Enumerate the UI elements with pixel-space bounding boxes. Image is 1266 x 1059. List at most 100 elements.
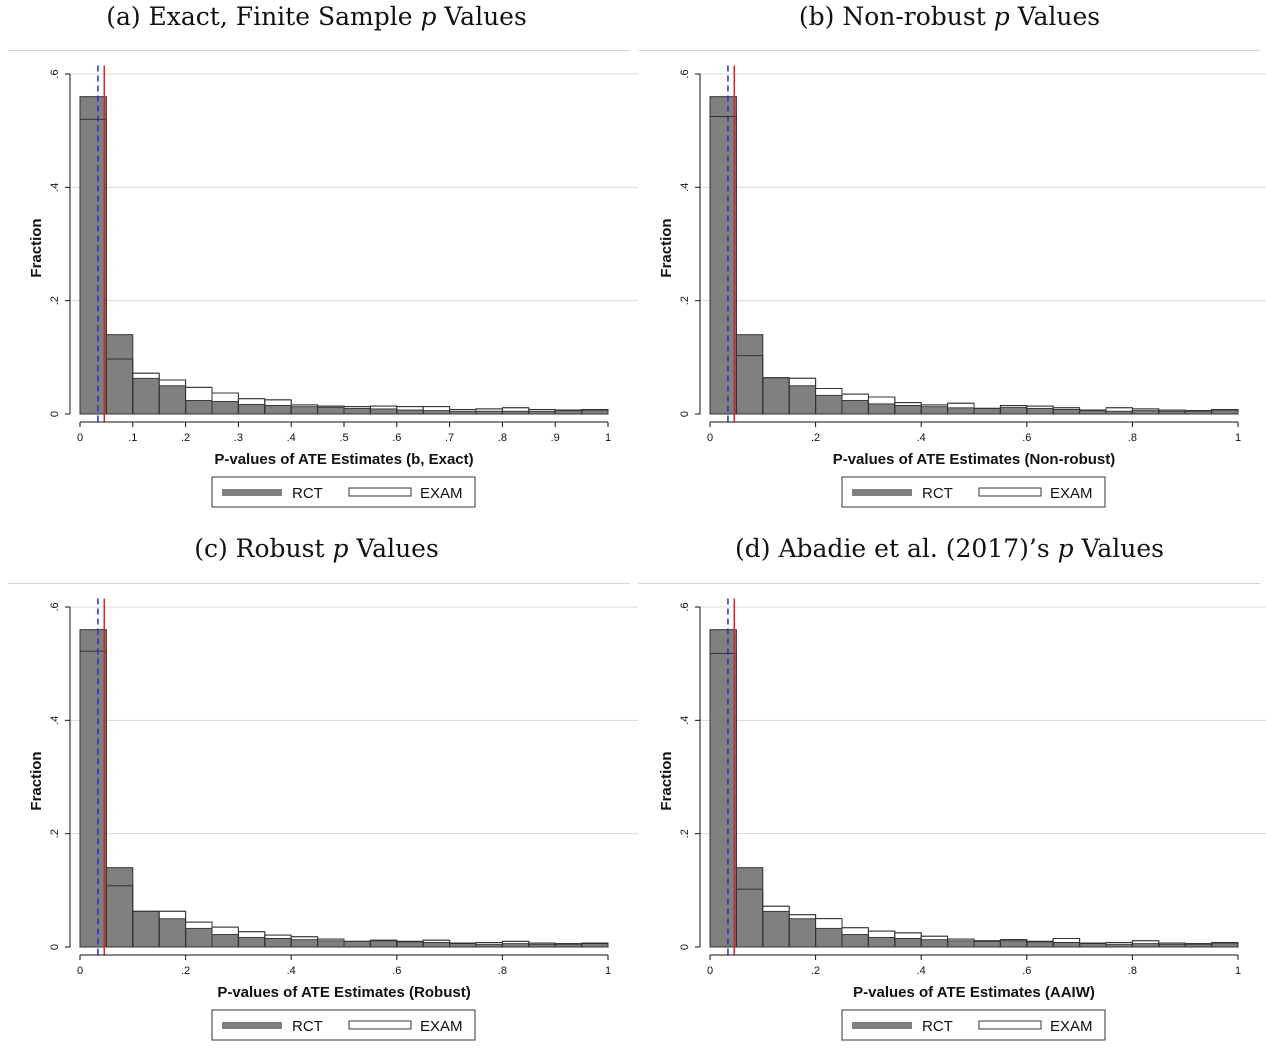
legend-swatch-rct [852, 489, 912, 496]
rct-bar [841, 399, 869, 415]
exam-bar-fill [948, 939, 974, 941]
exam-bar-fill [370, 406, 397, 409]
legend-label-exam: EXAM [420, 485, 463, 502]
exam-bar-fill [238, 932, 265, 937]
y-tick-label: .2 [679, 829, 691, 838]
rct-bar [396, 941, 424, 948]
x-tick-label: .4 [917, 965, 926, 977]
legend-label-rct: RCT [292, 485, 323, 502]
exam-bar [709, 116, 737, 415]
rct-bar [1026, 941, 1054, 948]
x-tick-label: 0 [77, 965, 83, 977]
exam-bar-fill [502, 408, 529, 411]
exam-bar-fill [1027, 406, 1053, 408]
rct-bar [1052, 941, 1081, 948]
exam-bar [79, 650, 107, 948]
exam-bar-fill [895, 403, 921, 405]
exam-bar-fill [1132, 409, 1159, 411]
legend-label-exam: EXAM [420, 1018, 463, 1035]
x-axis-label: P-values of ATE Estimates (AAIW) [853, 984, 1095, 1001]
exam-bar-fill [1106, 408, 1132, 411]
x-tick-label: .2 [181, 432, 190, 444]
x-tick-label: .8 [498, 432, 507, 444]
rct-bar [735, 334, 764, 415]
histogram-panel-b: 0 .2 .4 .6 0 .2 .4 .6 .8 1 P-values of ATE Estimat… [658, 65, 1266, 508]
exam-bar-fill [842, 394, 868, 400]
rct-bar [947, 940, 975, 948]
x-tick-label: .9 [551, 432, 560, 444]
rct-bar [841, 934, 869, 948]
panel-title-d: (d) Abadie et al. (2017)’s p Values [735, 534, 1164, 563]
y-tick-label: .4 [679, 183, 691, 192]
x-tick-label: 1 [1235, 432, 1241, 444]
rct-bar [894, 405, 922, 415]
rct-bar [317, 406, 345, 415]
panel-title-b: (b) Non-robust p Values [798, 2, 1101, 31]
y-tick-label: 0 [49, 944, 61, 950]
exam-bar-fill [450, 409, 476, 411]
x-tick-label: 1 [605, 965, 611, 977]
x-tick-label: 1 [605, 432, 611, 444]
exam-bar-fill [265, 935, 291, 938]
rct-bar [501, 943, 530, 948]
rct-bar [343, 407, 371, 415]
exam-bar-fill [159, 911, 186, 919]
rct-bar [999, 406, 1028, 415]
exam-bar-fill [789, 378, 816, 386]
legend-swatch-exam [348, 487, 412, 497]
legend-swatch-exam [978, 1020, 1042, 1030]
exam-bar-fill [344, 407, 370, 408]
rct-bar [290, 406, 319, 415]
legend: RCT EXAM [211, 476, 476, 508]
rct-bar [894, 938, 922, 948]
y-tick-label: .6 [679, 69, 691, 78]
rct-bar [735, 867, 764, 948]
rct-bar [317, 940, 345, 948]
separator-rule [8, 583, 630, 584]
x-axis-label: P-values of ATE Estimates (b, Exact) [214, 451, 473, 468]
rct-bar [920, 939, 949, 948]
exam-bar-fill [948, 403, 974, 408]
rct-bar [132, 910, 160, 948]
rct-bar [343, 940, 371, 948]
rct-bar [788, 385, 817, 415]
rct-bar [947, 407, 975, 415]
rct-bar [237, 403, 266, 415]
exam-bar-fill [789, 915, 816, 919]
rct-bar [211, 401, 239, 415]
y-axis-label: Fraction [658, 218, 675, 277]
legend: RCT EXAM [211, 1009, 476, 1041]
rct-bar [211, 934, 239, 948]
rct-bar [920, 406, 949, 415]
rct-bar [264, 938, 292, 948]
rct-bar [581, 943, 609, 948]
legend-label-exam: EXAM [1050, 485, 1093, 502]
exam-bar-fill [529, 409, 555, 411]
x-axis-label: P-values of ATE Estimates (Robust) [217, 984, 470, 1001]
histogram-panel-d: 0 .2 .4 .6 0 .2 .4 .6 .8 1 P-values of ATE Estimat… [658, 598, 1266, 1041]
rct-bar [1211, 943, 1239, 948]
y-tick-label: .6 [679, 602, 691, 611]
y-tick-label: 0 [679, 411, 691, 417]
exam-bar-fill [1000, 406, 1027, 407]
exam-bar-fill [265, 400, 291, 405]
exam-bar-fill [921, 405, 948, 407]
rct-bar [158, 385, 187, 415]
rct-bar [788, 918, 817, 948]
exam-bar-fill [186, 387, 212, 400]
y-tick-label: .2 [49, 296, 61, 305]
x-tick-label: .2 [181, 965, 190, 977]
rct-bar [264, 405, 292, 415]
exam-bar-fill [1132, 941, 1159, 944]
rct-bar [132, 377, 160, 415]
exam-bar-fill [502, 941, 529, 944]
exam-bar-fill [868, 397, 895, 404]
exam-bar-fill [291, 937, 318, 940]
exam-bar-fill [476, 409, 502, 411]
exam-bar-fill [291, 405, 318, 407]
legend: RCT EXAM [841, 476, 1106, 508]
y-tick-label: .4 [49, 183, 61, 192]
x-tick-label: .6 [392, 965, 401, 977]
panel-title-c: (c) Robust p Values [194, 534, 439, 563]
